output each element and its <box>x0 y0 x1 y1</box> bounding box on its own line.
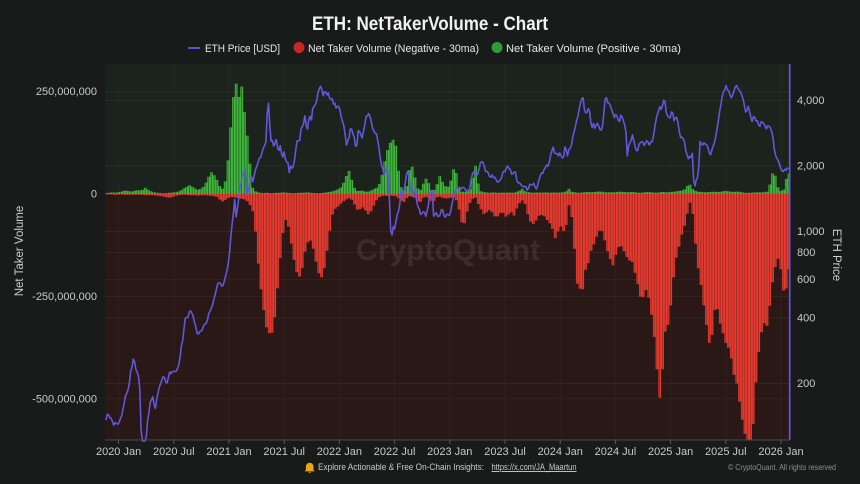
svg-text:Net Taker Volume: Net Taker Volume <box>14 206 26 297</box>
svg-text:CryptoQuant: CryptoQuant <box>356 234 540 267</box>
svg-text:2025 Jan: 2025 Jan <box>648 446 693 458</box>
svg-text:© CryptoQuant. All rights rese: © CryptoQuant. All rights reserved <box>728 462 836 472</box>
svg-text:800: 800 <box>797 247 815 259</box>
svg-text:-250,000,000: -250,000,000 <box>32 291 97 303</box>
svg-text:Net Taker Volume (Negative - 3: Net Taker Volume (Negative - 30ma) <box>308 43 479 55</box>
svg-text:600: 600 <box>797 274 815 286</box>
svg-text:1,000: 1,000 <box>797 226 825 238</box>
svg-text:2023 Jan: 2023 Jan <box>427 446 472 458</box>
svg-text:ETH Price: ETH Price <box>830 229 842 281</box>
svg-text:250,000,000: 250,000,000 <box>36 86 97 98</box>
svg-text:2024 Jan: 2024 Jan <box>538 446 583 458</box>
svg-text:200: 200 <box>797 378 815 390</box>
svg-text:4,000: 4,000 <box>797 95 825 107</box>
svg-text:0: 0 <box>91 189 97 201</box>
svg-text:2021 Jan: 2021 Jan <box>206 446 251 458</box>
svg-text:-500,000,000: -500,000,000 <box>32 393 97 405</box>
svg-text:2,000: 2,000 <box>797 160 825 172</box>
svg-text:2022 Jul: 2022 Jul <box>374 446 416 458</box>
svg-text:2020 Jul: 2020 Jul <box>153 446 195 458</box>
svg-text:2026 Jan: 2026 Jan <box>758 446 803 458</box>
svg-text:2023 Jul: 2023 Jul <box>484 446 526 458</box>
svg-text:Explore Actionable & Free On-C: Explore Actionable & Free On-Chain Insig… <box>318 462 484 473</box>
svg-text:ETH: NetTakerVolume - Chart: ETH: NetTakerVolume - Chart <box>312 14 549 35</box>
svg-text:2022 Jan: 2022 Jan <box>317 446 362 458</box>
svg-text:Net Taker Volume (Positive - 3: Net Taker Volume (Positive - 30ma) <box>506 43 681 55</box>
svg-text:ETH Price [USD]: ETH Price [USD] <box>205 43 280 55</box>
svg-text:https://x.com/JA_Maartun: https://x.com/JA_Maartun <box>492 462 577 473</box>
svg-text:2020 Jan: 2020 Jan <box>96 446 141 458</box>
svg-text:2021 Jul: 2021 Jul <box>263 446 305 458</box>
svg-text:2025 Jul: 2025 Jul <box>705 446 747 458</box>
svg-text:2024 Jul: 2024 Jul <box>595 446 637 458</box>
svg-text:400: 400 <box>797 313 815 325</box>
